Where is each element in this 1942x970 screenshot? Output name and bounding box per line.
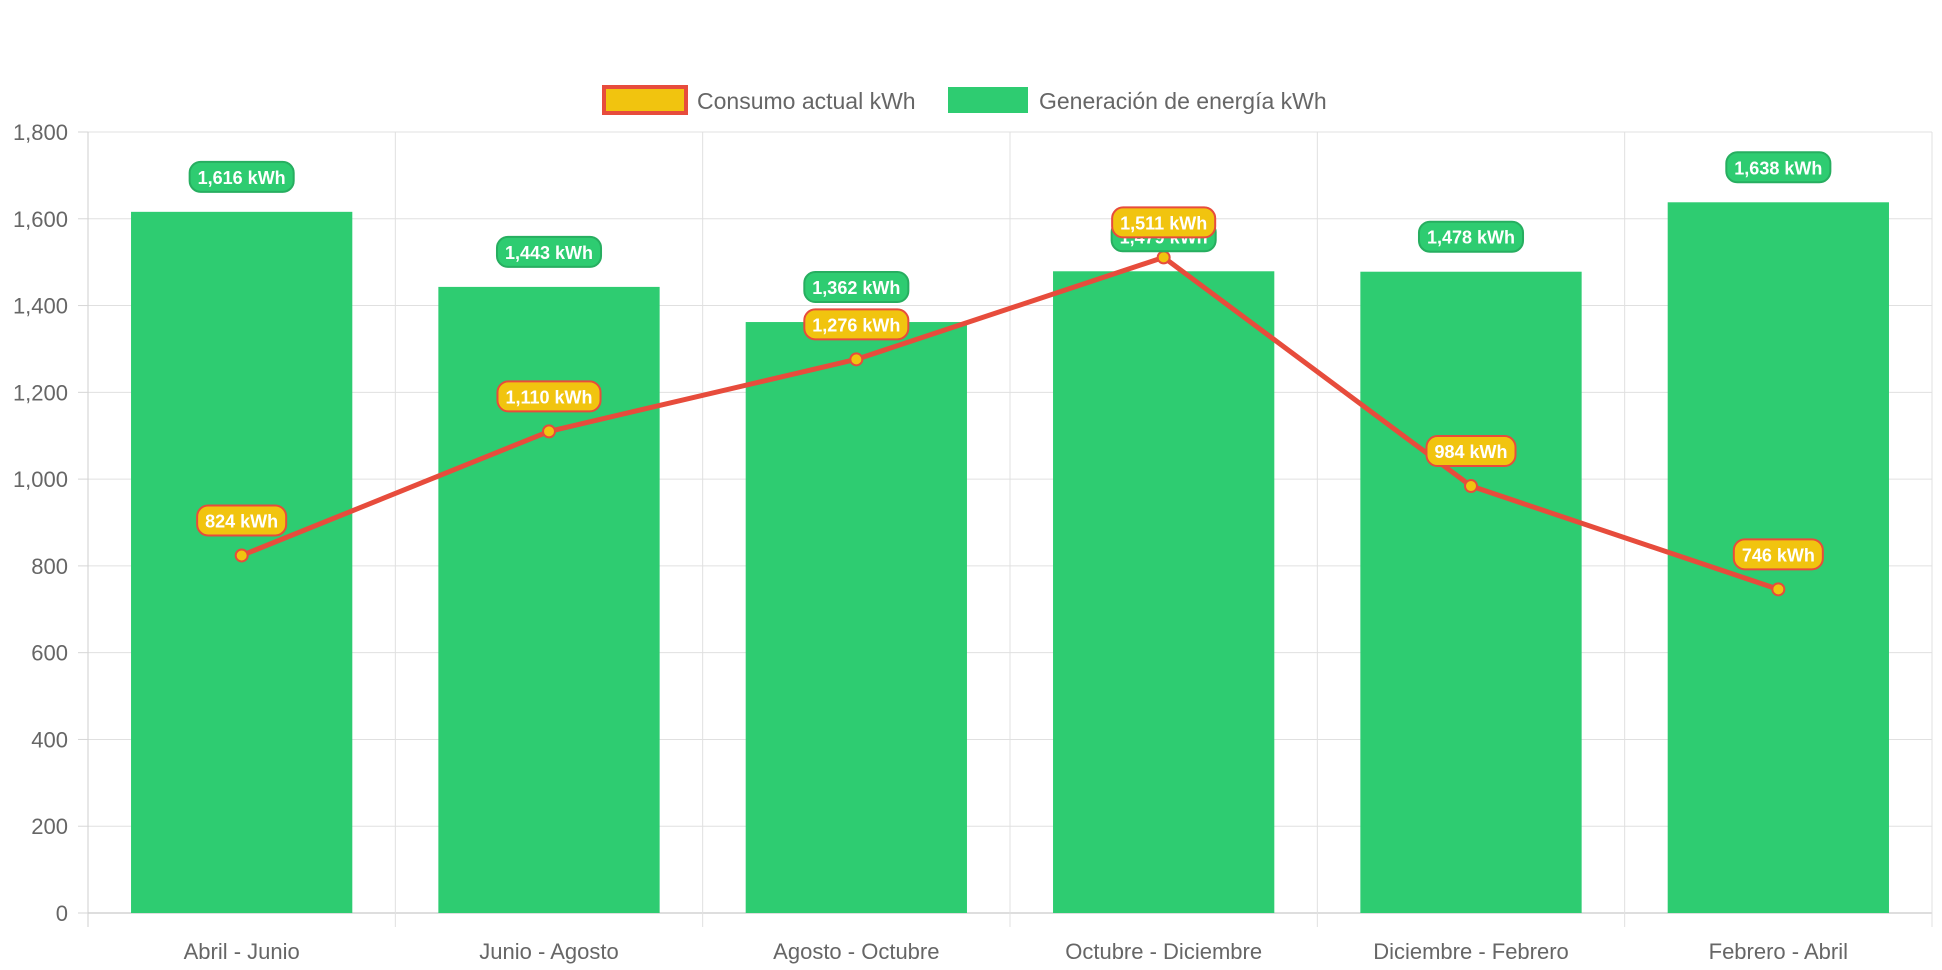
bar-data-label: 1,443 kWh (495, 235, 603, 268)
bar-data-label: 1,616 kWh (188, 160, 295, 193)
bar-data-label: 1,478 kWh (1417, 220, 1525, 253)
legend-label-consumo: Consumo actual kWh (697, 88, 916, 114)
legend-label-generacion: Generación de energía kWh (1039, 88, 1327, 114)
x-tick-label: Agosto - Octubre (773, 939, 939, 964)
bar-data-label: 1,362 kWh (803, 271, 910, 304)
legend-swatch-consumo (602, 85, 688, 115)
axes: 0 200 400 600 800 1,000 1,200 1,400 1,600 1,800 Ab… (13, 120, 1848, 964)
line-data-label: 1,110 kWh (496, 380, 602, 413)
bar-data-label-box (1417, 220, 1525, 253)
line-point[interactable] (542, 424, 556, 439)
line-point[interactable] (849, 352, 864, 367)
line-data-label-box (803, 308, 910, 341)
line-data-label: 1,276 kWh (803, 308, 910, 341)
line-data-label-text: 1,511 kWh (1120, 213, 1207, 233)
line-data-label-text: 984 kWh (1434, 442, 1507, 462)
y-tick-label: 600 (31, 641, 68, 666)
grid (87, 131, 1933, 927)
bar[interactable] (1360, 271, 1582, 913)
line-data-label: 1,511 kWh (1111, 206, 1217, 239)
line-data-label-text: 746 kWh (1742, 545, 1815, 565)
line-data-label-text: 1,276 kWh (812, 315, 900, 335)
line-point[interactable] (1464, 479, 1478, 494)
bar-data-label-box (188, 160, 295, 193)
x-tick-label: Febrero - Abril (1709, 939, 1848, 964)
legend-swatch-generacion (948, 87, 1028, 113)
x-tick-label: Diciembre - Febrero (1373, 939, 1569, 964)
bar-data-label-text: 1,638 kWh (1734, 158, 1822, 178)
line-data-label-text: 824 kWh (205, 511, 278, 531)
line-data-label-box (1425, 435, 1517, 468)
series-line (240, 254, 1780, 592)
bar-data-label-box (495, 235, 603, 268)
y-tick-label: 1,000 (13, 467, 68, 492)
x-tick-label: Abril - Junio (184, 939, 300, 964)
line-data-label-box (1732, 538, 1824, 571)
line-point[interactable] (1156, 250, 1171, 265)
bar-data-label-box (1725, 151, 1832, 184)
bar-data-label-box (803, 271, 910, 304)
bar-data-label-text: 1,616 kWh (198, 168, 286, 188)
bar-data-label: 1,638 kWh (1725, 151, 1832, 184)
bar-series (131, 202, 1889, 914)
y-tick-label: 800 (31, 554, 68, 579)
line-point[interactable] (1771, 582, 1786, 597)
line-data-label-box (1111, 206, 1217, 239)
line-data-label: 824 kWh (196, 504, 288, 537)
line-data-label-text: 1,110 kWh (505, 387, 592, 407)
y-tick-label: 400 (31, 727, 68, 752)
legend[interactable]: Consumo actual kWh Generación de energía … (602, 85, 1327, 115)
x-tick-label: Junio - Agosto (479, 939, 618, 964)
line-point[interactable] (234, 548, 249, 563)
legend-item-consumo[interactable]: Consumo actual kWh (602, 85, 916, 115)
y-tick-label: 1,400 (13, 294, 68, 319)
legend-item-generacion[interactable]: Generación de energía kWh (948, 87, 1327, 114)
line-data-label-box (196, 504, 288, 537)
y-tick-label: 1,200 (13, 380, 68, 405)
bar-data-label-text: 1,478 kWh (1427, 228, 1515, 248)
bar-data-label-text: 1,443 kWh (505, 243, 593, 263)
line-series (234, 250, 1786, 597)
y-tick-label: 0 (56, 901, 68, 926)
y-tick-label: 1,600 (13, 207, 68, 232)
bar[interactable] (1053, 271, 1275, 913)
x-tick-label: Octubre - Diciembre (1065, 939, 1262, 964)
y-tick-label: 200 (31, 814, 68, 839)
line-data-label: 984 kWh (1425, 435, 1517, 468)
line-data-label: 746 kWh (1732, 538, 1824, 571)
y-tick-label: 1,800 (13, 120, 68, 145)
bar-data-label-text: 1,362 kWh (812, 278, 900, 298)
line-data-label-box (496, 380, 602, 413)
bar[interactable] (745, 322, 967, 913)
